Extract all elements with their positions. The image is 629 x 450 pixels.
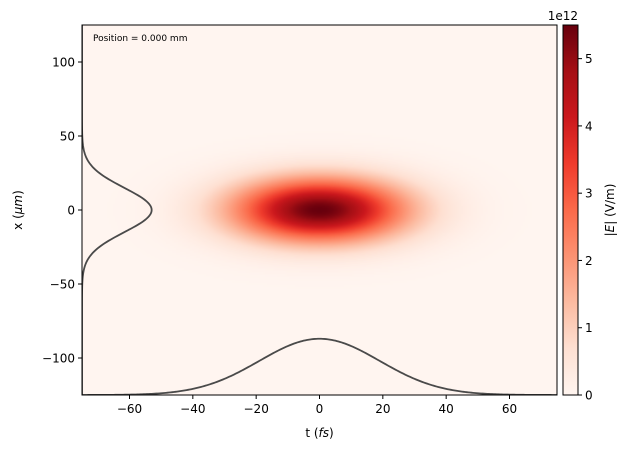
colorbar-tick-label: 2 bbox=[585, 254, 593, 268]
x-tick-label: −20 bbox=[244, 402, 269, 416]
x-axis-label: t (fs) bbox=[305, 426, 333, 440]
colorbar-gradient bbox=[563, 25, 578, 395]
x-tick-label: −60 bbox=[117, 402, 142, 416]
field-heatmap-image bbox=[82, 25, 557, 395]
x-axis-ticks: −60 −40 −20 0 20 40 60 bbox=[117, 395, 517, 416]
colorbar-label: |E| (V/m) bbox=[603, 184, 617, 237]
y-tick-label: 0 bbox=[67, 204, 75, 218]
x-tick-label: 20 bbox=[375, 402, 390, 416]
colorbar-offset-text: 1e12 bbox=[548, 9, 578, 23]
x-tick-label: 40 bbox=[439, 402, 454, 416]
temporal-lineout bbox=[82, 337, 557, 395]
y-tick-label: −50 bbox=[50, 278, 75, 292]
colorbar-tick-label: 1 bbox=[585, 321, 593, 335]
position-annotation: Position = 0.000 mm bbox=[93, 34, 187, 44]
colorbar-tick-label: 3 bbox=[585, 187, 593, 201]
y-tick-label: 50 bbox=[60, 130, 75, 144]
colorbar-frame bbox=[562, 24, 579, 396]
x-tick-label: 60 bbox=[502, 402, 517, 416]
colorbar-tick-label: 5 bbox=[585, 52, 593, 66]
y-axis-ticks: −100 −50 0 50 100 bbox=[42, 56, 82, 366]
colorbar-ticks: 0 1 2 3 4 5 bbox=[578, 52, 593, 403]
lineouts bbox=[82, 25, 557, 395]
y-tick-label: −100 bbox=[42, 352, 75, 366]
x-tick-label: 0 bbox=[316, 402, 324, 416]
x-tick-label: −40 bbox=[180, 402, 205, 416]
field-heatmap bbox=[82, 25, 557, 395]
y-tick-label: 100 bbox=[52, 56, 75, 70]
colorbar: 0 1 2 3 4 5 1e12 |E| (V/m) bbox=[548, 9, 617, 403]
colorbar-tick-label: 0 bbox=[585, 389, 593, 403]
colorbar-tick-label: 4 bbox=[585, 119, 593, 133]
spatial-lineout bbox=[82, 25, 153, 395]
y-axis-label: x (μm) bbox=[11, 190, 25, 230]
